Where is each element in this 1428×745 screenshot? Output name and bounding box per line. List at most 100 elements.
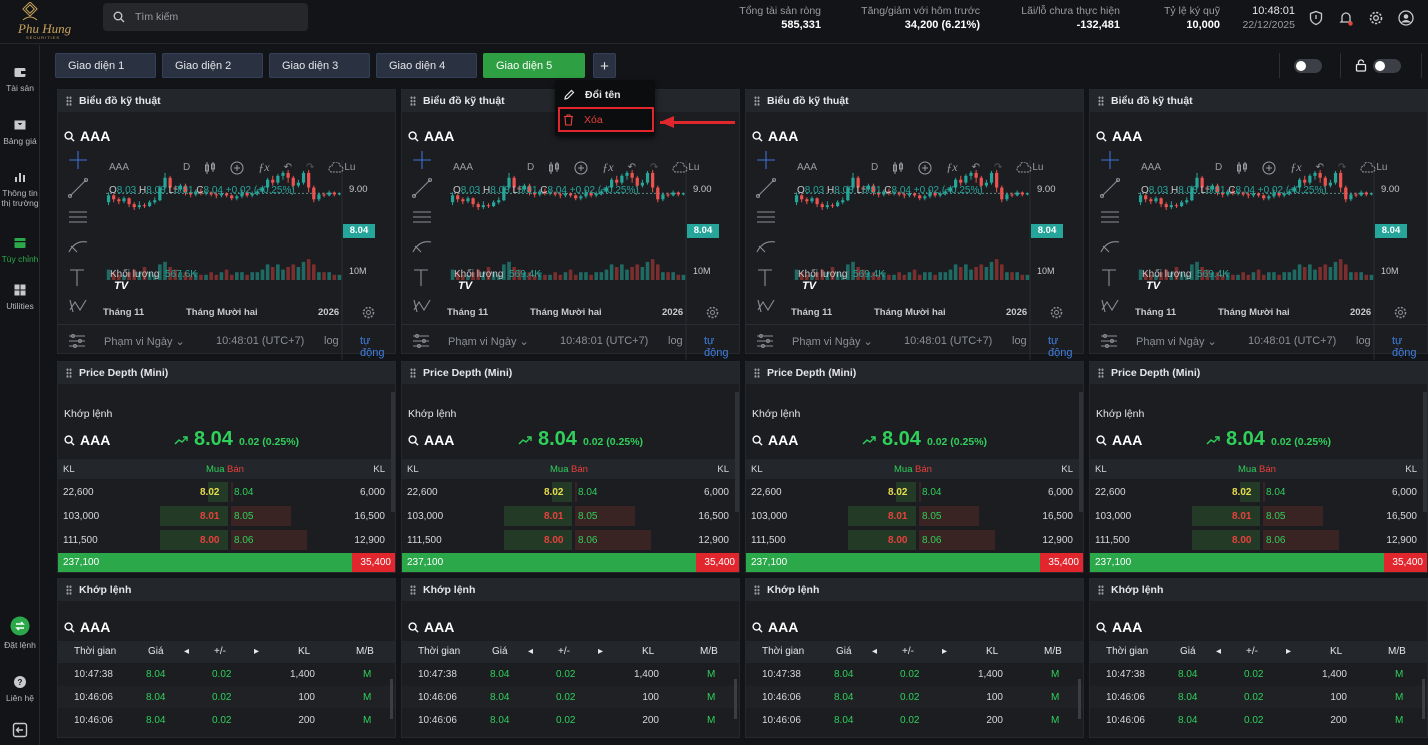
candlestick-chart[interactable]: [746, 140, 1082, 402]
drag-handle-icon[interactable]: [66, 585, 72, 595]
candle-type-icon[interactable]: [1236, 161, 1248, 175]
drag-handle-icon[interactable]: [1098, 368, 1104, 378]
date-range-selector[interactable]: Phạm vi Ngày ⌄: [448, 336, 529, 348]
fx-indicators-icon[interactable]: ƒx: [946, 160, 958, 174]
redo-icon[interactable]: ↷: [1337, 162, 1347, 173]
sidebar-item-contact[interactable]: ? Liên hệ: [0, 675, 40, 703]
undo-icon[interactable]: ↶: [1315, 162, 1324, 173]
next-arrow-icon[interactable]: ▸: [598, 646, 604, 657]
drag-handle-icon[interactable]: [410, 96, 416, 106]
sidebar-item-utilities[interactable]: Utilities: [0, 283, 40, 311]
interval-selector[interactable]: D: [527, 162, 535, 173]
sidebar-item-customize[interactable]: Tùy chỉnh: [0, 236, 40, 264]
scrollbar[interactable]: [734, 679, 737, 719]
scrollbar[interactable]: [1423, 392, 1427, 512]
add-tab-button[interactable]: +: [593, 53, 616, 78]
candlestick-chart[interactable]: [58, 140, 394, 402]
depth-row[interactable]: 22,600 8.02 8.04 6,000: [746, 480, 1083, 504]
toggle-switch[interactable]: [1294, 58, 1322, 73]
chart-settings-icon[interactable]: [1394, 306, 1407, 319]
date-range-selector[interactable]: Phạm vi Ngày ⌄: [104, 336, 185, 348]
logout-icon[interactable]: [12, 722, 28, 738]
brand-logo[interactable]: Phu Hung SECURITIES: [10, 2, 71, 40]
delete-menu-item[interactable]: Xóa: [563, 111, 603, 129]
depth-row[interactable]: 111,500 8.00 8.06 12,900: [1090, 528, 1427, 552]
prev-arrow-icon[interactable]: ◂: [872, 646, 878, 657]
depth-row[interactable]: 22,600 8.02 8.04 6,000: [402, 480, 739, 504]
drag-handle-icon[interactable]: [1098, 585, 1104, 595]
scrollbar[interactable]: [1078, 679, 1081, 719]
user-icon[interactable]: [1398, 10, 1414, 26]
panel-header[interactable]: Khớp lệnh: [58, 579, 395, 601]
undo-icon[interactable]: ↶: [627, 162, 636, 173]
chart-settings-icon[interactable]: [362, 306, 375, 319]
tradingview-logo[interactable]: TV: [802, 280, 817, 292]
panel-header[interactable]: Price Depth (Mini): [746, 362, 1083, 384]
depth-row[interactable]: 103,000 8.01 8.05 16,500: [58, 504, 395, 528]
auto-scale-toggle[interactable]: tự động: [704, 335, 729, 359]
symbol-header[interactable]: AAA: [408, 128, 454, 144]
chart-symbol[interactable]: AAA: [109, 162, 130, 173]
panel-header[interactable]: Khớp lệnh: [1090, 579, 1427, 601]
symbol-header[interactable]: AAA: [1096, 128, 1142, 144]
panel-header[interactable]: Price Depth (Mini): [1090, 362, 1427, 384]
undo-icon[interactable]: ↶: [971, 162, 980, 173]
redo-icon[interactable]: ↷: [649, 162, 659, 173]
drag-handle-icon[interactable]: [410, 585, 416, 595]
sidebar-item-assets[interactable]: Tài sản: [0, 65, 40, 93]
tradingview-logo[interactable]: TV: [458, 280, 473, 292]
tab-layout-2[interactable]: Giao diện 2: [162, 53, 263, 78]
depth-row[interactable]: 111,500 8.00 8.06 12,900: [746, 528, 1083, 552]
log-toggle[interactable]: log: [1012, 335, 1027, 347]
date-range-selector[interactable]: Phạm vi Ngày ⌄: [1136, 336, 1217, 348]
candle-type-icon[interactable]: [892, 161, 904, 175]
symbol-header[interactable]: AAA: [752, 128, 798, 144]
fx-indicators-icon[interactable]: ƒx: [602, 160, 614, 174]
auto-scale-toggle[interactable]: tự động: [360, 335, 385, 359]
drag-handle-icon[interactable]: [410, 368, 416, 378]
log-toggle[interactable]: log: [668, 335, 683, 347]
drag-handle-icon[interactable]: [754, 368, 760, 378]
symbol-header[interactable]: AAA: [752, 619, 798, 635]
add-indicator-icon[interactable]: [1262, 161, 1276, 175]
symbol-header[interactable]: AAA: [1096, 432, 1142, 448]
panel-header[interactable]: Biểu đồ kỹ thuật: [1090, 90, 1427, 112]
prev-arrow-icon[interactable]: ◂: [1216, 646, 1222, 657]
filter-settings-icon[interactable]: [67, 332, 87, 350]
drag-handle-icon[interactable]: [66, 368, 72, 378]
candle-type-icon[interactable]: [548, 161, 560, 175]
log-toggle[interactable]: log: [1356, 335, 1371, 347]
interval-selector[interactable]: D: [1215, 162, 1223, 173]
lock-toggle[interactable]: [1373, 58, 1401, 73]
drag-handle-icon[interactable]: [754, 585, 760, 595]
scrollbar[interactable]: [735, 392, 739, 512]
log-toggle[interactable]: log: [324, 335, 339, 347]
chart-settings-icon[interactable]: [1050, 306, 1063, 319]
tab-layout-4[interactable]: Giao diện 4: [376, 53, 477, 78]
depth-row[interactable]: 103,000 8.01 8.05 16,500: [746, 504, 1083, 528]
scrollbar[interactable]: [390, 679, 393, 719]
redo-icon[interactable]: ↷: [305, 162, 315, 173]
prev-arrow-icon[interactable]: ◂: [184, 646, 190, 657]
drawing-toolbar[interactable]: [755, 150, 777, 335]
scrollbar[interactable]: [391, 392, 395, 512]
add-indicator-icon[interactable]: [574, 161, 588, 175]
symbol-header[interactable]: AAA: [64, 619, 110, 635]
sidebar-item-market-info[interactable]: Thông tin thị trường: [0, 170, 40, 208]
symbol-header[interactable]: AAA: [1096, 619, 1142, 635]
cloud-save-icon[interactable]: [1360, 161, 1376, 174]
panel-header[interactable]: Price Depth (Mini): [58, 362, 395, 384]
scrollbar[interactable]: [1422, 679, 1425, 719]
cloud-save-icon[interactable]: [672, 161, 688, 174]
tradingview-logo[interactable]: TV: [114, 280, 129, 292]
drawing-toolbar[interactable]: [411, 150, 433, 335]
prev-arrow-icon[interactable]: ◂: [528, 646, 534, 657]
fx-indicators-icon[interactable]: ƒx: [258, 160, 270, 174]
search-box[interactable]: Tìm kiếm: [103, 3, 308, 31]
tab-layout-1[interactable]: Giao diện 1: [55, 53, 156, 78]
symbol-header[interactable]: AAA: [408, 432, 454, 448]
candle-type-icon[interactable]: [204, 161, 216, 175]
fx-indicators-icon[interactable]: ƒx: [1290, 160, 1302, 174]
drag-handle-icon[interactable]: [66, 96, 72, 106]
chart-symbol[interactable]: AAA: [1141, 162, 1162, 173]
